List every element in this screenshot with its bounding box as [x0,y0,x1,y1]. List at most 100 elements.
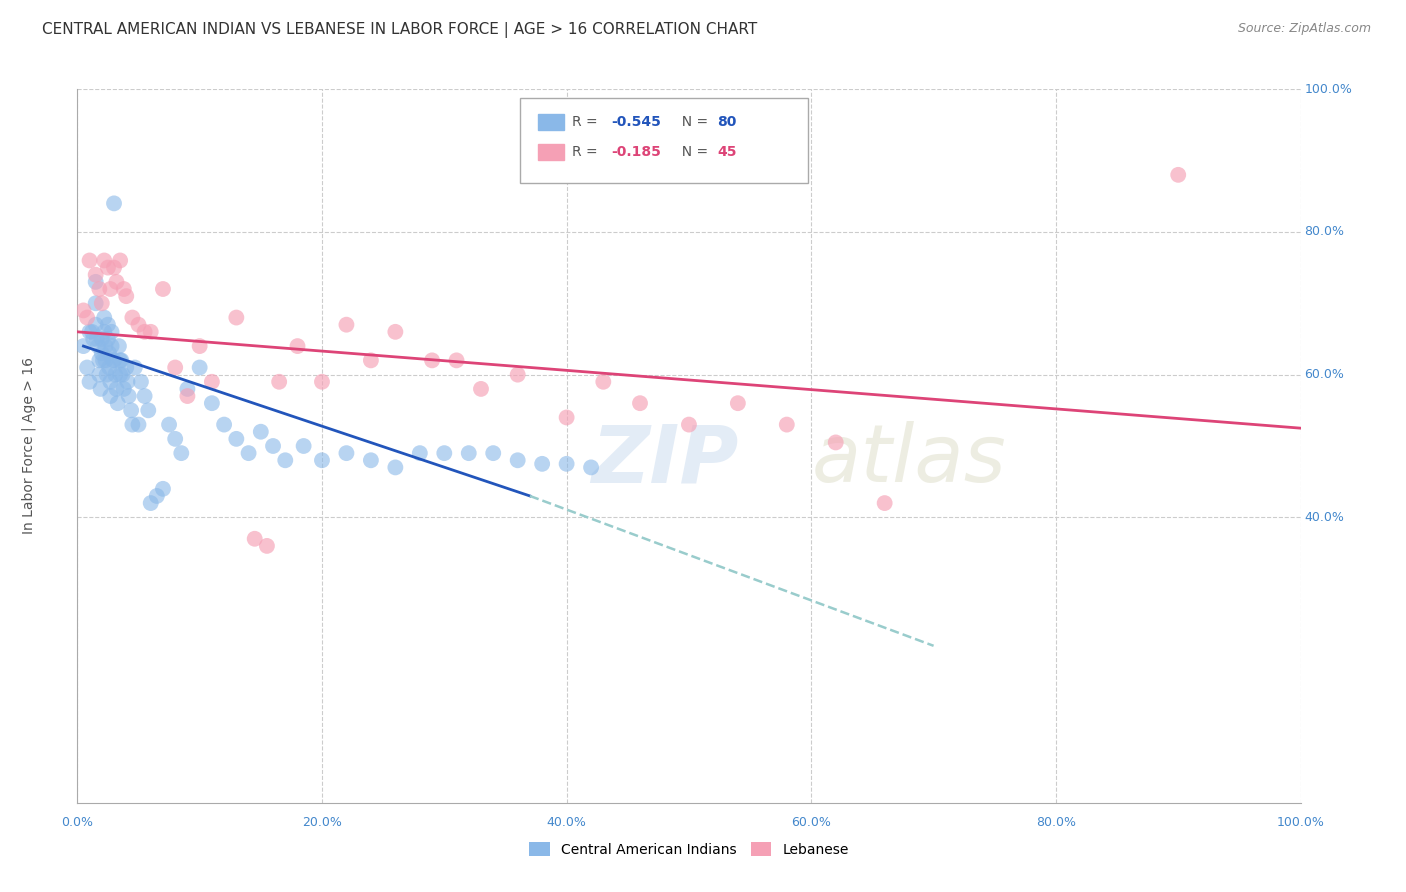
Point [188,360,211,375]
Point [136,403,159,417]
Point [176,382,198,396]
Point [108,253,131,268]
Point [76,310,98,325]
Point [165,360,187,375]
Point [91,353,114,368]
Text: 60.0%: 60.0% [792,815,831,829]
Point [86,332,108,346]
Point [152,282,174,296]
Point [134,325,156,339]
Point [311,453,333,467]
Point [238,446,260,460]
Point [262,439,284,453]
Point [93,310,115,325]
Point [97,332,120,346]
Point [269,375,291,389]
Point [727,396,749,410]
Text: 40.0%: 40.0% [1305,511,1344,524]
Point [146,489,169,503]
Point [118,389,141,403]
Point [98,389,121,403]
Text: R =: R = [572,115,602,129]
Point [90,346,112,360]
Point [311,375,333,389]
Point [115,289,138,303]
Point [170,446,193,460]
Text: R =: R = [572,145,602,159]
Point [555,410,578,425]
Point [360,453,382,467]
Point [335,318,357,332]
Point [824,435,846,450]
Point [84,268,107,282]
Point [360,353,382,368]
Legend: Central American Indians, Lebanese: Central American Indians, Lebanese [529,842,849,856]
Point [94,353,117,368]
Point [112,282,135,296]
Point [121,417,143,432]
Point [112,382,135,396]
Point [100,339,122,353]
Text: 45: 45 [717,145,737,159]
Point [628,396,651,410]
Text: 80.0%: 80.0% [1305,226,1344,238]
Point [90,332,112,346]
Point [98,346,121,360]
Text: Source: ZipAtlas.com: Source: ZipAtlas.com [1237,22,1371,36]
Point [201,375,224,389]
Point [84,296,107,310]
Point [250,425,273,439]
Point [139,325,162,339]
Point [117,375,139,389]
Point [120,403,142,417]
Point [506,453,529,467]
Point [79,253,101,268]
Point [115,360,138,375]
Point [225,432,247,446]
Point [152,482,174,496]
Point [482,446,505,460]
Point [121,310,143,325]
Point [256,539,278,553]
Point [274,453,297,467]
Point [555,457,578,471]
Point [103,196,125,211]
Point [108,368,131,382]
Point [96,368,118,382]
Point [87,339,110,353]
Point [776,417,799,432]
Point [104,368,127,382]
Point [139,496,162,510]
Point [97,260,120,275]
Point [89,368,111,382]
Point [94,339,117,353]
Text: 100.0%: 100.0% [1277,815,1324,829]
Point [98,375,121,389]
Point [101,353,124,368]
Point [79,375,101,389]
Point [134,389,156,403]
Text: ZIP: ZIP [591,421,738,500]
Point [384,460,406,475]
Point [201,396,224,410]
Point [506,368,529,382]
Point [873,496,896,510]
Point [165,432,187,446]
Point [335,446,357,460]
Point [72,303,94,318]
Point [98,282,121,296]
Point [457,446,479,460]
Point [292,439,315,453]
Point [108,353,131,368]
Point [93,325,115,339]
Point [84,275,107,289]
Text: N =: N = [673,115,713,129]
Point [579,460,602,475]
Text: 0.0%: 0.0% [62,815,93,829]
Text: 60.0%: 60.0% [1305,368,1344,381]
Point [1167,168,1189,182]
Point [82,332,104,346]
Text: N =: N = [673,145,713,159]
Point [592,375,614,389]
Point [110,353,132,368]
